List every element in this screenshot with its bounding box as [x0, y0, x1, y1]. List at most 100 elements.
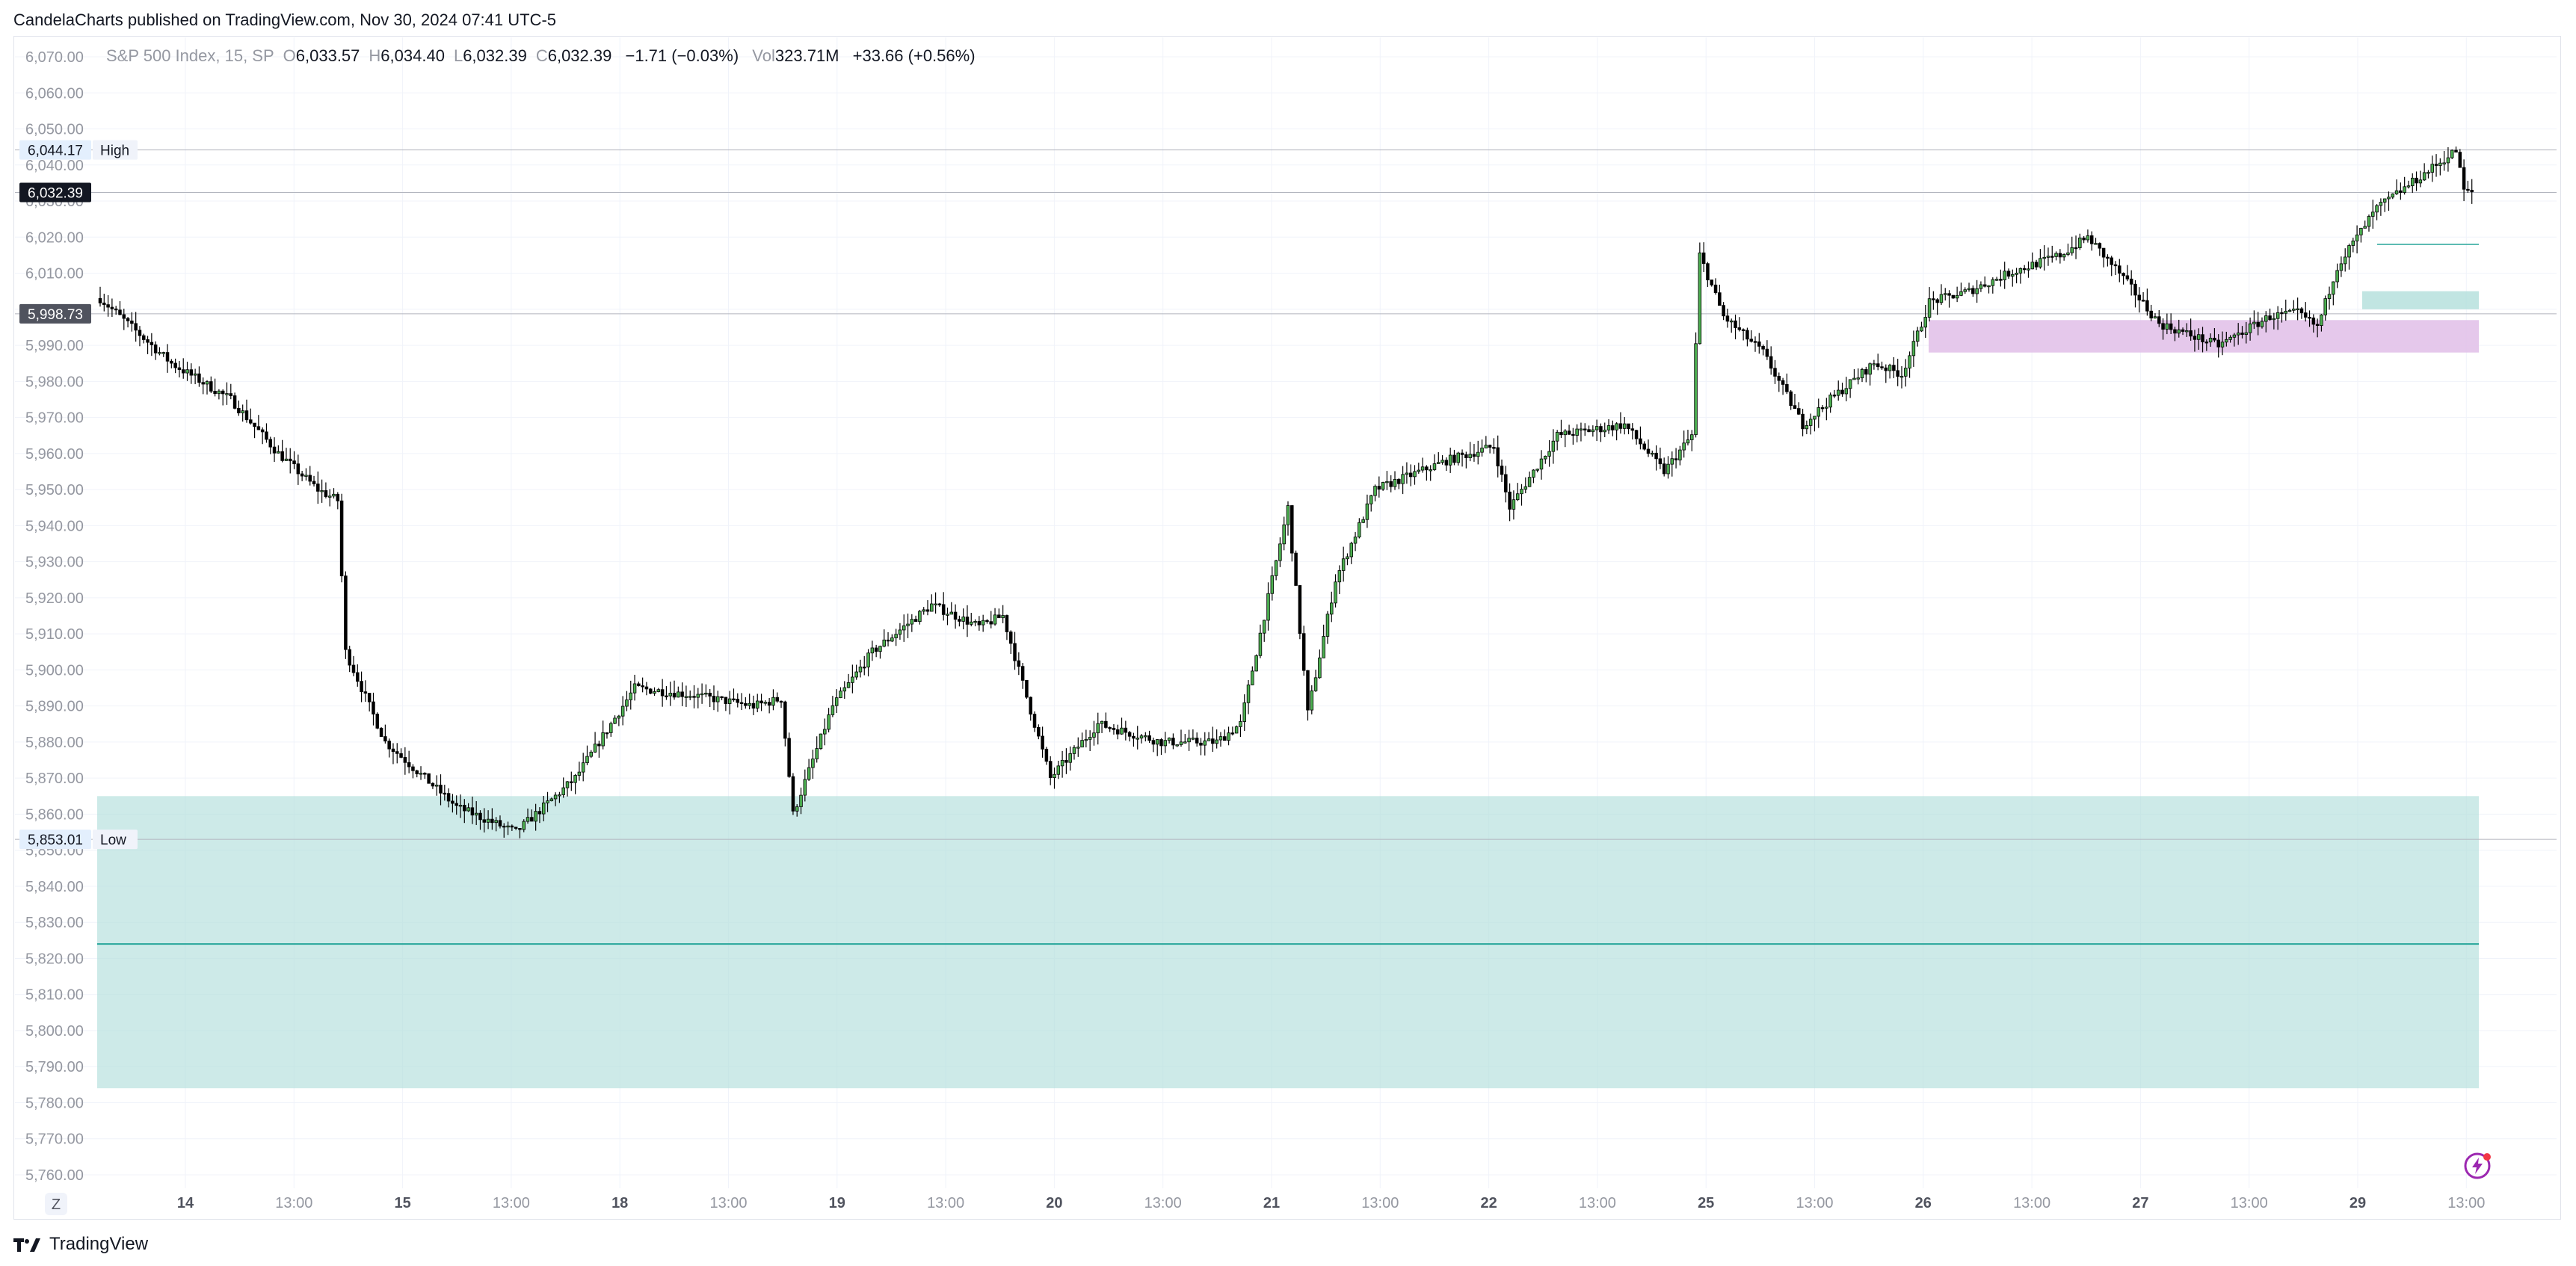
candle [565, 781, 570, 788]
candle [2260, 321, 2264, 327]
candle [918, 611, 922, 623]
candle [858, 667, 863, 673]
price-label-tag [19, 303, 91, 324]
chart-frame[interactable] [13, 36, 2561, 1220]
candle [1144, 735, 1147, 738]
candle [2327, 294, 2332, 300]
candle [1104, 720, 1108, 728]
candle [1908, 355, 1911, 368]
candle [1587, 429, 1591, 433]
candle [1971, 288, 1975, 294]
candle [1611, 425, 1615, 430]
candle [1508, 491, 1512, 510]
candle [2371, 211, 2375, 217]
candle [1832, 395, 1837, 397]
candlestick-chart[interactable]: 6,070.006,060.006,050.006,040.006,030.00… [0, 0, 2576, 1226]
x-tick-label: 13:00 [493, 1195, 530, 1211]
flash-icon[interactable] [2462, 1151, 2492, 1181]
candle [660, 689, 665, 697]
legend-symbol[interactable]: S&P 500 Index, 15, SP [106, 46, 274, 65]
candle [2446, 157, 2450, 164]
candle [455, 803, 458, 806]
candle [122, 314, 126, 319]
candle [1544, 455, 1547, 460]
candle [1048, 761, 1053, 778]
candle [312, 481, 316, 484]
y-tick-label: 5,770.00 [25, 1131, 84, 1148]
candle [2098, 243, 2102, 249]
candle [1175, 744, 1179, 747]
timezone-button-label: Z [52, 1196, 61, 1213]
candle [1334, 581, 1337, 604]
candle [581, 762, 585, 773]
candle [1651, 452, 1654, 455]
candle [134, 323, 138, 331]
candle [2011, 274, 2015, 277]
candle [1606, 425, 1611, 430]
candle [367, 693, 372, 703]
candle [2426, 172, 2430, 174]
candle [878, 646, 882, 652]
candle [272, 446, 277, 454]
candle [665, 695, 668, 697]
candle [244, 410, 249, 421]
candle [934, 603, 937, 605]
candle [1492, 447, 1496, 449]
candle [217, 390, 221, 395]
candle [2196, 334, 2201, 340]
candle [482, 819, 487, 823]
y-tick-label: 5,930.00 [25, 555, 84, 571]
candle [1559, 432, 1563, 436]
candle [316, 484, 320, 492]
candle [1064, 759, 1068, 763]
candle [1080, 740, 1084, 748]
candle [1440, 460, 1444, 463]
candle [1330, 602, 1334, 615]
candle [451, 800, 455, 804]
candle [2320, 314, 2323, 327]
candle [332, 493, 336, 497]
y-tick-label: 6,020.00 [25, 229, 84, 246]
footer-brand[interactable]: TradingView [49, 1234, 149, 1254]
price-label-tag [19, 182, 91, 203]
candle [692, 696, 696, 698]
candle [1594, 426, 1599, 430]
candle [193, 373, 197, 376]
candle [2367, 216, 2371, 227]
candle [280, 451, 284, 461]
x-tick-label: 21 [1263, 1195, 1280, 1211]
candle [1171, 738, 1175, 746]
candle [2022, 268, 2027, 271]
candle [268, 439, 273, 448]
candle [1892, 365, 1896, 371]
candle [2030, 262, 2035, 270]
candle [1444, 460, 1449, 466]
candle [1571, 433, 1575, 436]
candle [256, 426, 261, 430]
candle [1286, 505, 1290, 525]
candle [1876, 363, 1880, 368]
candle [1313, 677, 1318, 691]
candle [2169, 323, 2173, 330]
candle [684, 696, 688, 698]
candle [2355, 234, 2359, 241]
candle [1322, 636, 1325, 658]
candle [1686, 439, 1690, 444]
candle [1670, 458, 1674, 465]
candle [1124, 727, 1128, 733]
candle [415, 770, 419, 774]
candle [1278, 543, 1282, 561]
candle [502, 825, 506, 828]
candle [1008, 632, 1013, 644]
candle [2006, 271, 2011, 277]
candle [1373, 486, 1377, 496]
candle [431, 782, 435, 787]
timezone-button[interactable] [45, 1193, 67, 1215]
candle [2157, 316, 2161, 324]
candle [1694, 343, 1698, 436]
candle [2387, 197, 2391, 200]
candle [1159, 739, 1163, 747]
candle [351, 664, 356, 673]
candle [2394, 190, 2399, 194]
candle [1298, 585, 1302, 634]
